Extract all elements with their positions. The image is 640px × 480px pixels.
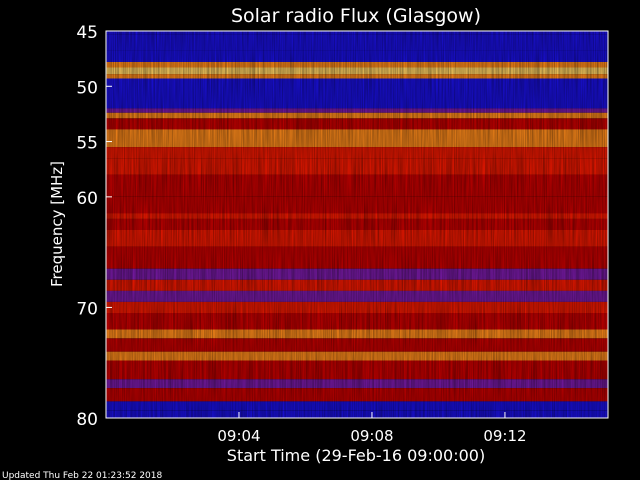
plot-frame (105, 30, 609, 419)
chart-title: Solar radio Flux (Glasgow) (231, 5, 481, 27)
y-tick-label: 70 (76, 299, 98, 319)
x-axis-ticks: 09:04 09:08 09:12 (217, 412, 527, 445)
y-tick-label: 60 (76, 189, 98, 209)
y-tick-label: 80 (76, 410, 98, 430)
noise-texture (106, 31, 608, 418)
x-tick-label: 09:04 (217, 427, 260, 445)
y-tick-label: 50 (76, 78, 98, 98)
y-tick-label: 55 (76, 134, 98, 154)
y-axis-ticks: 45 50 55 60 70 80 (76, 23, 112, 430)
updated-timestamp: Updated Thu Feb 22 01:23:52 2018 (2, 471, 163, 480)
y-tick-label: 45 (76, 23, 98, 43)
plot-area (106, 31, 608, 418)
x-tick-label: 09:08 (350, 427, 393, 445)
y-axis-label: Frequency [MHz] (48, 161, 66, 287)
x-tick-label: 09:12 (483, 427, 526, 445)
x-axis-label: Start Time (29-Feb-16 09:00:00) (227, 446, 485, 465)
